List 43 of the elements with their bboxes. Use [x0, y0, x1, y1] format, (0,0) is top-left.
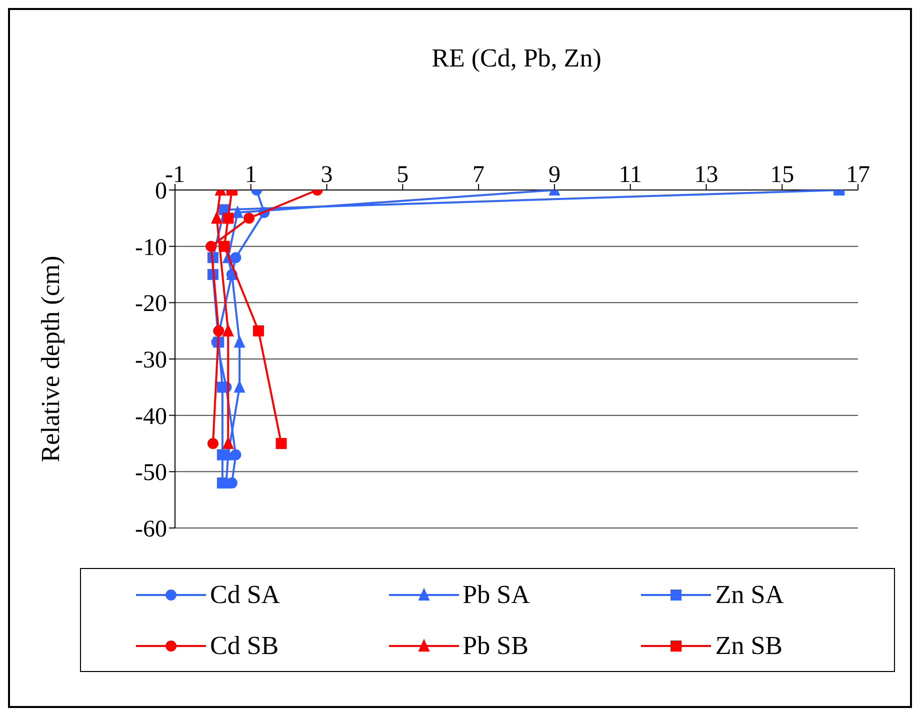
point [206, 240, 217, 252]
point [222, 437, 234, 449]
point [234, 380, 246, 393]
x-tick-label: 15 [770, 162, 794, 188]
y-tick-label: -30 [135, 348, 167, 374]
y-tick-label: -20 [135, 291, 167, 318]
legend-label: Cd SB [210, 630, 279, 660]
point [222, 324, 234, 336]
x-tick-label: 13 [694, 162, 718, 188]
point [216, 382, 228, 393]
y-tick-label: -50 [135, 460, 167, 486]
point [207, 438, 218, 449]
y-tick-label: -10 [135, 234, 167, 261]
legend-label: Cd SA [210, 580, 280, 610]
y-tick-label: 0 [155, 178, 167, 205]
legend-label: Zn SA [715, 580, 784, 610]
legend-label: Pb SA [462, 580, 530, 610]
point [230, 449, 242, 460]
point [218, 240, 230, 252]
x-tick-label: 3 [320, 162, 333, 188]
x-tick-label: 17 [846, 162, 870, 188]
point [243, 212, 254, 224]
point [216, 449, 228, 460]
point [230, 252, 242, 264]
point [234, 336, 246, 348]
point [252, 325, 264, 336]
point [216, 477, 228, 488]
legend-label: Zn SB [715, 630, 783, 660]
point [211, 212, 222, 224]
x-tick-label: 11 [618, 162, 642, 188]
x-tick-label: 1 [244, 162, 257, 188]
point [213, 325, 224, 336]
point [276, 438, 287, 449]
y-tick-label: -60 [135, 516, 167, 543]
legend-label: Pb SB [462, 630, 528, 660]
x-tick-label: -1 [165, 162, 185, 188]
x-axis-title: RE (Cd, Pb, Zn) [432, 43, 602, 72]
x-tick-label: 9 [548, 162, 560, 188]
x-tick-label: 7 [472, 162, 485, 188]
point [222, 212, 234, 224]
x-tick-label: 5 [396, 162, 409, 188]
y-axis-title: Relative depth (cm) [36, 256, 66, 462]
y-tick-label: -40 [135, 404, 167, 430]
